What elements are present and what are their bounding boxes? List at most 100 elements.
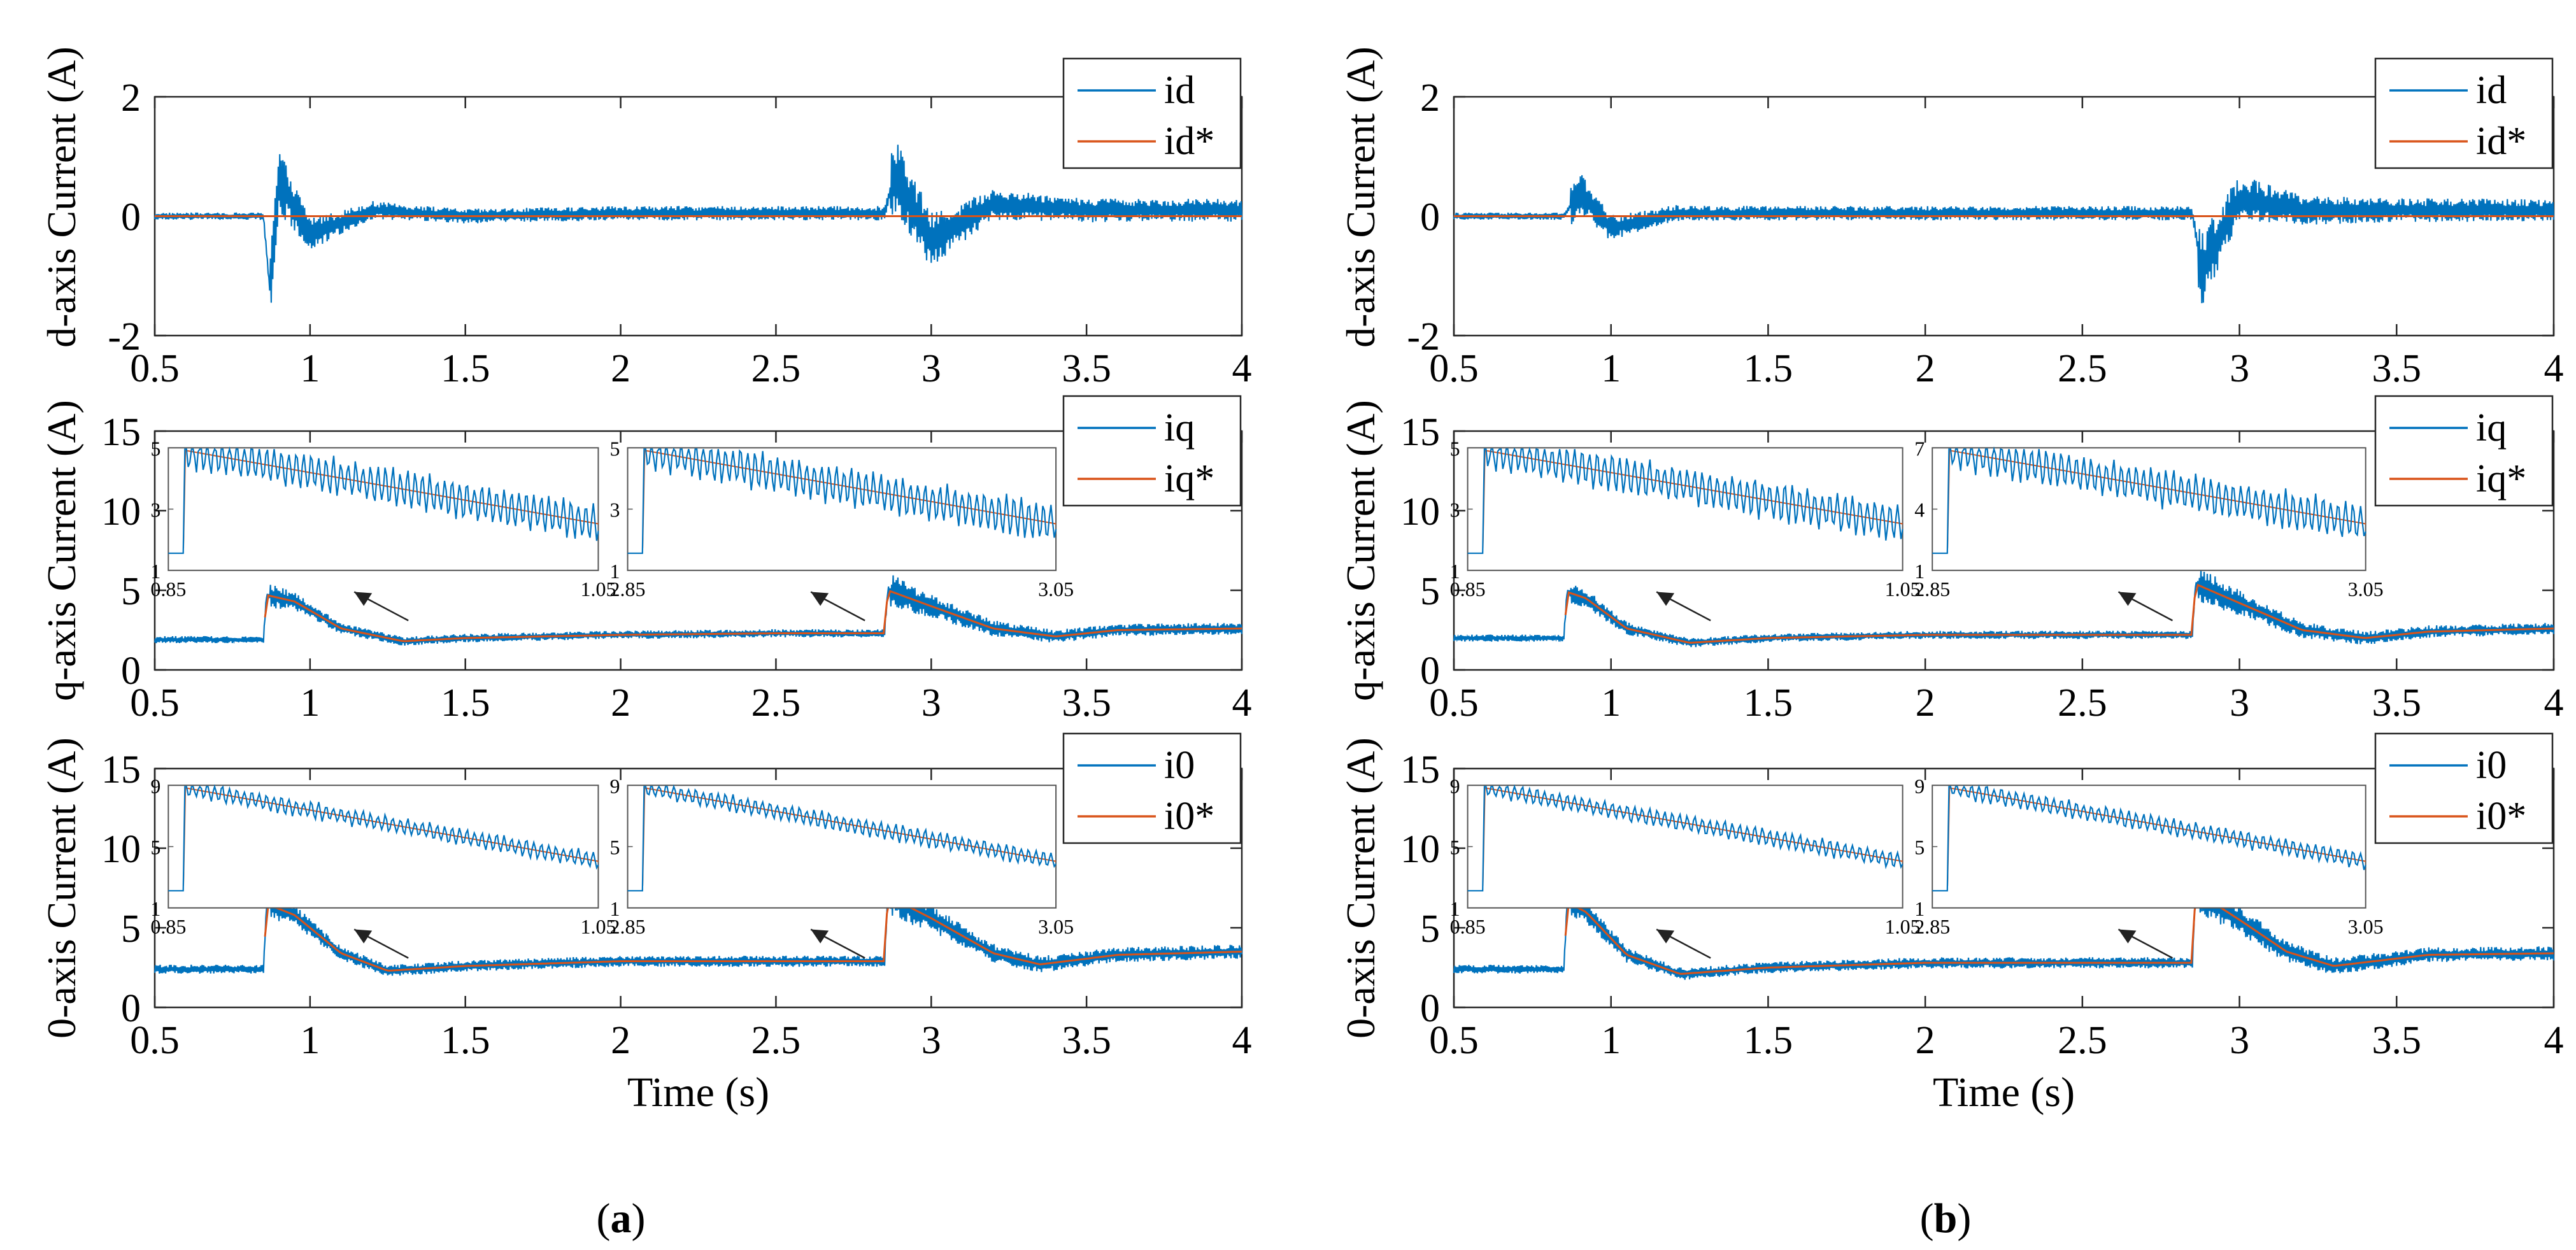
x-tick-label: 2.5 (751, 1019, 801, 1062)
series-line-i0* (1564, 891, 2554, 975)
legend-box (1062, 57, 1242, 169)
inset-measured-line (627, 447, 1057, 554)
y-axis-label: 0-axis Current (A) (39, 737, 84, 1039)
x-tick-label: 0.5 (1429, 681, 1479, 725)
inset-measured-line (168, 446, 599, 554)
zoom-inset: 1 5 9 2.85 3.05 (610, 774, 1074, 959)
legend-entry: iq (2476, 406, 2507, 450)
inset-x-tick-label: 0.85 (1450, 578, 1486, 600)
caption-paren-open: ( (597, 1195, 611, 1242)
y-axis-label: d-axis Current (A) (1338, 46, 1383, 348)
x-tick-label: 0.5 (1429, 1019, 1479, 1062)
plot-a-d: -2 0 2 0.5 1 1.5 2 2.5 3 3.5 4 d-axis Current (A) id… (39, 46, 1252, 390)
x-tick-label: 3 (2230, 347, 2249, 390)
y-tick-label: 10 (1400, 828, 1440, 871)
legend-entry: iq* (1164, 457, 1214, 501)
series-line-id (153, 145, 1243, 303)
inset-y-tick-label: 1 (150, 897, 160, 920)
y-tick-label: 0 (1420, 650, 1440, 693)
zoom-inset: 1 5 9 0.85 1.05 (1450, 774, 1921, 959)
x-tick-label: 2.5 (751, 347, 801, 390)
y-tick-label: 15 (101, 748, 141, 792)
zoom-arrow (810, 591, 865, 621)
zoom-arrow (353, 591, 409, 621)
x-tick-label: 4 (1232, 1019, 1252, 1062)
x-tick-label: 1.5 (441, 1019, 490, 1062)
zoom-arrow (2117, 591, 2174, 621)
inset-x-tick-label: 1.05 (580, 915, 616, 938)
x-tick-label: 1 (300, 347, 320, 390)
x-tick-label: 1 (1601, 347, 1621, 390)
series-line-iq (153, 575, 1243, 646)
x-tick-label: 2 (611, 681, 630, 725)
inset-x-tick-label: 2.85 (610, 915, 646, 938)
legend-entry: id* (1164, 120, 1214, 163)
zoom-arrow-head (2118, 592, 2137, 606)
inset-x-tick-label: 1.05 (1885, 915, 1921, 938)
x-tick-label: 3.5 (2372, 347, 2422, 390)
legend-box (2374, 395, 2554, 507)
inset-x-tick-label: 3.05 (1038, 915, 1074, 938)
y-tick-label: 0 (1420, 196, 1440, 239)
inset-y-tick-label: 3 (150, 499, 160, 522)
inset-y-tick-label: 9 (610, 774, 620, 797)
x-tick-label: 1.5 (441, 347, 490, 390)
inset-y-tick-label: 1 (150, 560, 160, 583)
x-tick-label: 4 (2544, 1019, 2564, 1062)
inset-measured-line (1932, 784, 2366, 891)
y-tick-label: 5 (1420, 907, 1440, 951)
inset-x-tick-label: 3.05 (1038, 578, 1074, 600)
inset-x-tick-label: 1.05 (580, 578, 616, 600)
zoom-arrow (1656, 928, 1711, 959)
y-tick-label: 15 (101, 411, 141, 454)
caption-letter: b (1934, 1195, 1958, 1242)
inset-y-tick-label: 4 (1914, 499, 1925, 522)
legend-entry: i0* (2476, 795, 2526, 838)
y-axis-label: 0-axis Current (A) (1338, 737, 1383, 1039)
inset-y-tick-label: 1 (1450, 897, 1460, 920)
caption-paren-close: ) (1957, 1195, 1971, 1242)
y-tick-label: 5 (121, 570, 141, 613)
inset-x-tick-label: 1.05 (1885, 578, 1921, 600)
x-tick-label: 2 (1916, 681, 1935, 725)
zoom-arrow-head (354, 592, 373, 606)
zoom-arrow (2117, 928, 2174, 959)
x-tick-label: 2 (1916, 1019, 1935, 1062)
zoom-inset: 1 4 7 2.85 3.05 (1914, 437, 2384, 621)
y-tick-label: -2 (1407, 315, 1440, 359)
y-tick-label: 0 (121, 196, 141, 239)
caption-paren-close: ) (632, 1195, 646, 1242)
inset-x-tick-label: 3.05 (2348, 915, 2384, 938)
inset-y-tick-label: 1 (1914, 560, 1925, 583)
x-tick-label: 0.5 (130, 681, 180, 725)
x-tick-label: 0.5 (1429, 347, 1479, 390)
panel-caption: (b) (1920, 1195, 1972, 1242)
plot-b-d: -2 0 2 0.5 1 1.5 2 2.5 3 3.5 4 d-axis Current (A) id… (1338, 46, 2564, 390)
y-tick-label: 0 (121, 650, 141, 693)
inset-frame (1932, 785, 2366, 909)
inset-y-tick-label: 9 (1450, 774, 1460, 797)
x-axis-label: Time (s) (627, 1069, 769, 1116)
inset-y-tick-label: 1 (610, 560, 620, 583)
inset-frame (1932, 447, 2366, 571)
zoom-inset: 1 5 9 2.85 3.05 (1914, 774, 2384, 959)
x-axis-label: Time (s) (1933, 1069, 2075, 1116)
legend-box (1062, 732, 1242, 844)
inset-x-tick-label: 3.05 (2348, 578, 2384, 600)
panel-caption: (a) (597, 1195, 646, 1242)
inset-x-tick-label: 0.85 (150, 915, 186, 938)
series-line-i0* (264, 895, 1242, 972)
inset-y-tick-label: 7 (1914, 437, 1925, 460)
inset-x-tick-label: 2.85 (1914, 915, 1950, 938)
x-tick-label: 3 (2230, 681, 2249, 725)
x-tick-label: 2.5 (2058, 1019, 2107, 1062)
legend-entry: i0 (1164, 744, 1195, 787)
zoom-arrow (1656, 591, 1711, 621)
x-tick-label: 1 (1601, 681, 1621, 725)
y-axis-label: q-axis Current (A) (39, 400, 84, 701)
inset-x-tick-label: 2.85 (610, 578, 646, 600)
